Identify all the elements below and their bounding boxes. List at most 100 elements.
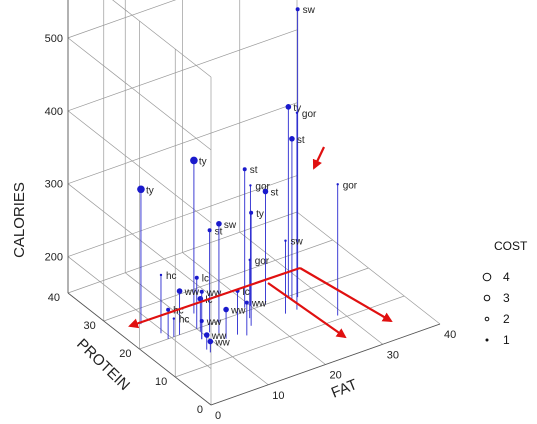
point-marker	[244, 300, 249, 305]
data-points: tytyhcgorsttystlcwwhchcswstlcgorstswwwww…	[137, 5, 358, 353]
point-marker	[249, 184, 252, 187]
y-tick-label: 30	[84, 320, 96, 332]
point-label: ww	[206, 317, 222, 328]
point-label: ww	[214, 337, 230, 348]
grid	[67, 0, 441, 406]
point-label: ww	[184, 287, 200, 298]
point-label: gor	[255, 181, 270, 192]
point-marker	[137, 185, 145, 194]
floor-gridline-protein	[175, 295, 405, 378]
data-point: gor	[248, 256, 270, 319]
point-label: st	[250, 165, 258, 176]
legend-entry-label: 2	[503, 312, 510, 326]
data-point: ww	[199, 317, 222, 340]
point-marker	[242, 167, 247, 172]
data-point: sw	[295, 5, 316, 298]
y-tick-label: 20	[119, 348, 131, 360]
point-label: gor	[255, 256, 270, 267]
point-label: sw	[224, 220, 237, 231]
point-marker	[262, 188, 269, 195]
point-marker	[176, 288, 183, 294]
point-label: st	[270, 187, 278, 198]
x-tick-label: 40	[444, 329, 456, 341]
data-point: ty	[249, 209, 264, 326]
z-tick-label: 400	[45, 106, 63, 118]
legend-entry-label: 3	[503, 291, 510, 305]
z-tick-label: 500	[45, 33, 63, 45]
point-label: lc	[243, 287, 250, 298]
legend-marker	[485, 338, 489, 342]
data-point: hc	[172, 315, 190, 337]
data-point: gor	[336, 180, 358, 316]
point-marker	[216, 220, 222, 227]
floor-gridline-protein	[139, 267, 369, 350]
arrow-fat-direction-1	[267, 282, 347, 339]
data-point: st	[289, 135, 305, 300]
point-label: hc	[179, 315, 190, 326]
point-label: sw	[303, 5, 316, 16]
legend-entry-label: 1	[503, 333, 510, 347]
y-axis-title: PROTEIN	[73, 335, 133, 394]
data-point: ww	[207, 337, 231, 353]
arrow-protein-direction	[128, 266, 301, 329]
data-point: gor	[295, 109, 317, 310]
point-label: ww	[230, 306, 246, 317]
point-label: gor	[302, 109, 317, 120]
legend-entry-label: 4	[503, 270, 510, 284]
data-point: gor	[249, 181, 271, 306]
y-axis-line	[67, 292, 212, 406]
point-label: ww	[251, 299, 267, 310]
legend-marker	[483, 294, 491, 302]
point-marker	[199, 318, 204, 323]
point-label: ty	[199, 156, 207, 167]
point-marker	[289, 135, 295, 142]
data-point: sw	[284, 237, 303, 314]
point-marker	[194, 275, 199, 280]
back-wall-gridline-calories	[67, 0, 177, 39]
point-label: ty	[146, 185, 154, 196]
axes	[67, 0, 441, 406]
legend-marker	[484, 316, 490, 322]
data-point: ty	[190, 156, 207, 314]
data-point: sw	[216, 220, 237, 334]
tick-labels: 010203040010203040200300400500600	[45, 33, 457, 422]
data-point: hc	[166, 306, 184, 339]
point-marker	[166, 307, 171, 312]
point-marker	[284, 239, 287, 242]
data-point: hc	[159, 271, 177, 334]
data-point: st	[262, 187, 278, 305]
data-point: ww	[244, 299, 267, 336]
point-label: hc	[166, 271, 177, 282]
z-tick-label: 200	[45, 252, 63, 264]
arrow-to-gor	[312, 146, 325, 170]
y-tick-label: 10	[155, 376, 167, 388]
point-label: st	[297, 135, 305, 146]
x-tick-label: 20	[330, 370, 342, 382]
point-marker	[199, 289, 204, 294]
point-marker	[248, 258, 251, 262]
point-label: ww	[206, 288, 222, 299]
point-label: ty	[256, 209, 264, 220]
y-tick-label: 40	[48, 292, 60, 304]
point-marker	[207, 228, 212, 233]
legend: COST 4 3 2 1	[482, 239, 528, 347]
x-tick-label: 0	[215, 410, 221, 419]
point-label: sw	[290, 237, 303, 248]
point-marker	[285, 104, 292, 110]
data-point: ww	[223, 306, 246, 339]
legend-marker	[482, 272, 492, 282]
point-marker	[190, 156, 198, 165]
z-tick-label: 300	[45, 179, 63, 191]
arrow-fat-direction-2	[299, 267, 393, 323]
point-marker	[159, 273, 163, 277]
point-marker	[295, 7, 300, 12]
point-label: ww	[211, 331, 227, 342]
point-label: lc	[202, 274, 209, 285]
data-point: ty	[137, 185, 154, 325]
x-axis-line	[210, 323, 441, 406]
x-tick-label: 30	[387, 349, 399, 361]
point-marker	[336, 183, 339, 186]
point-marker	[249, 210, 254, 215]
point-marker	[203, 332, 210, 338]
